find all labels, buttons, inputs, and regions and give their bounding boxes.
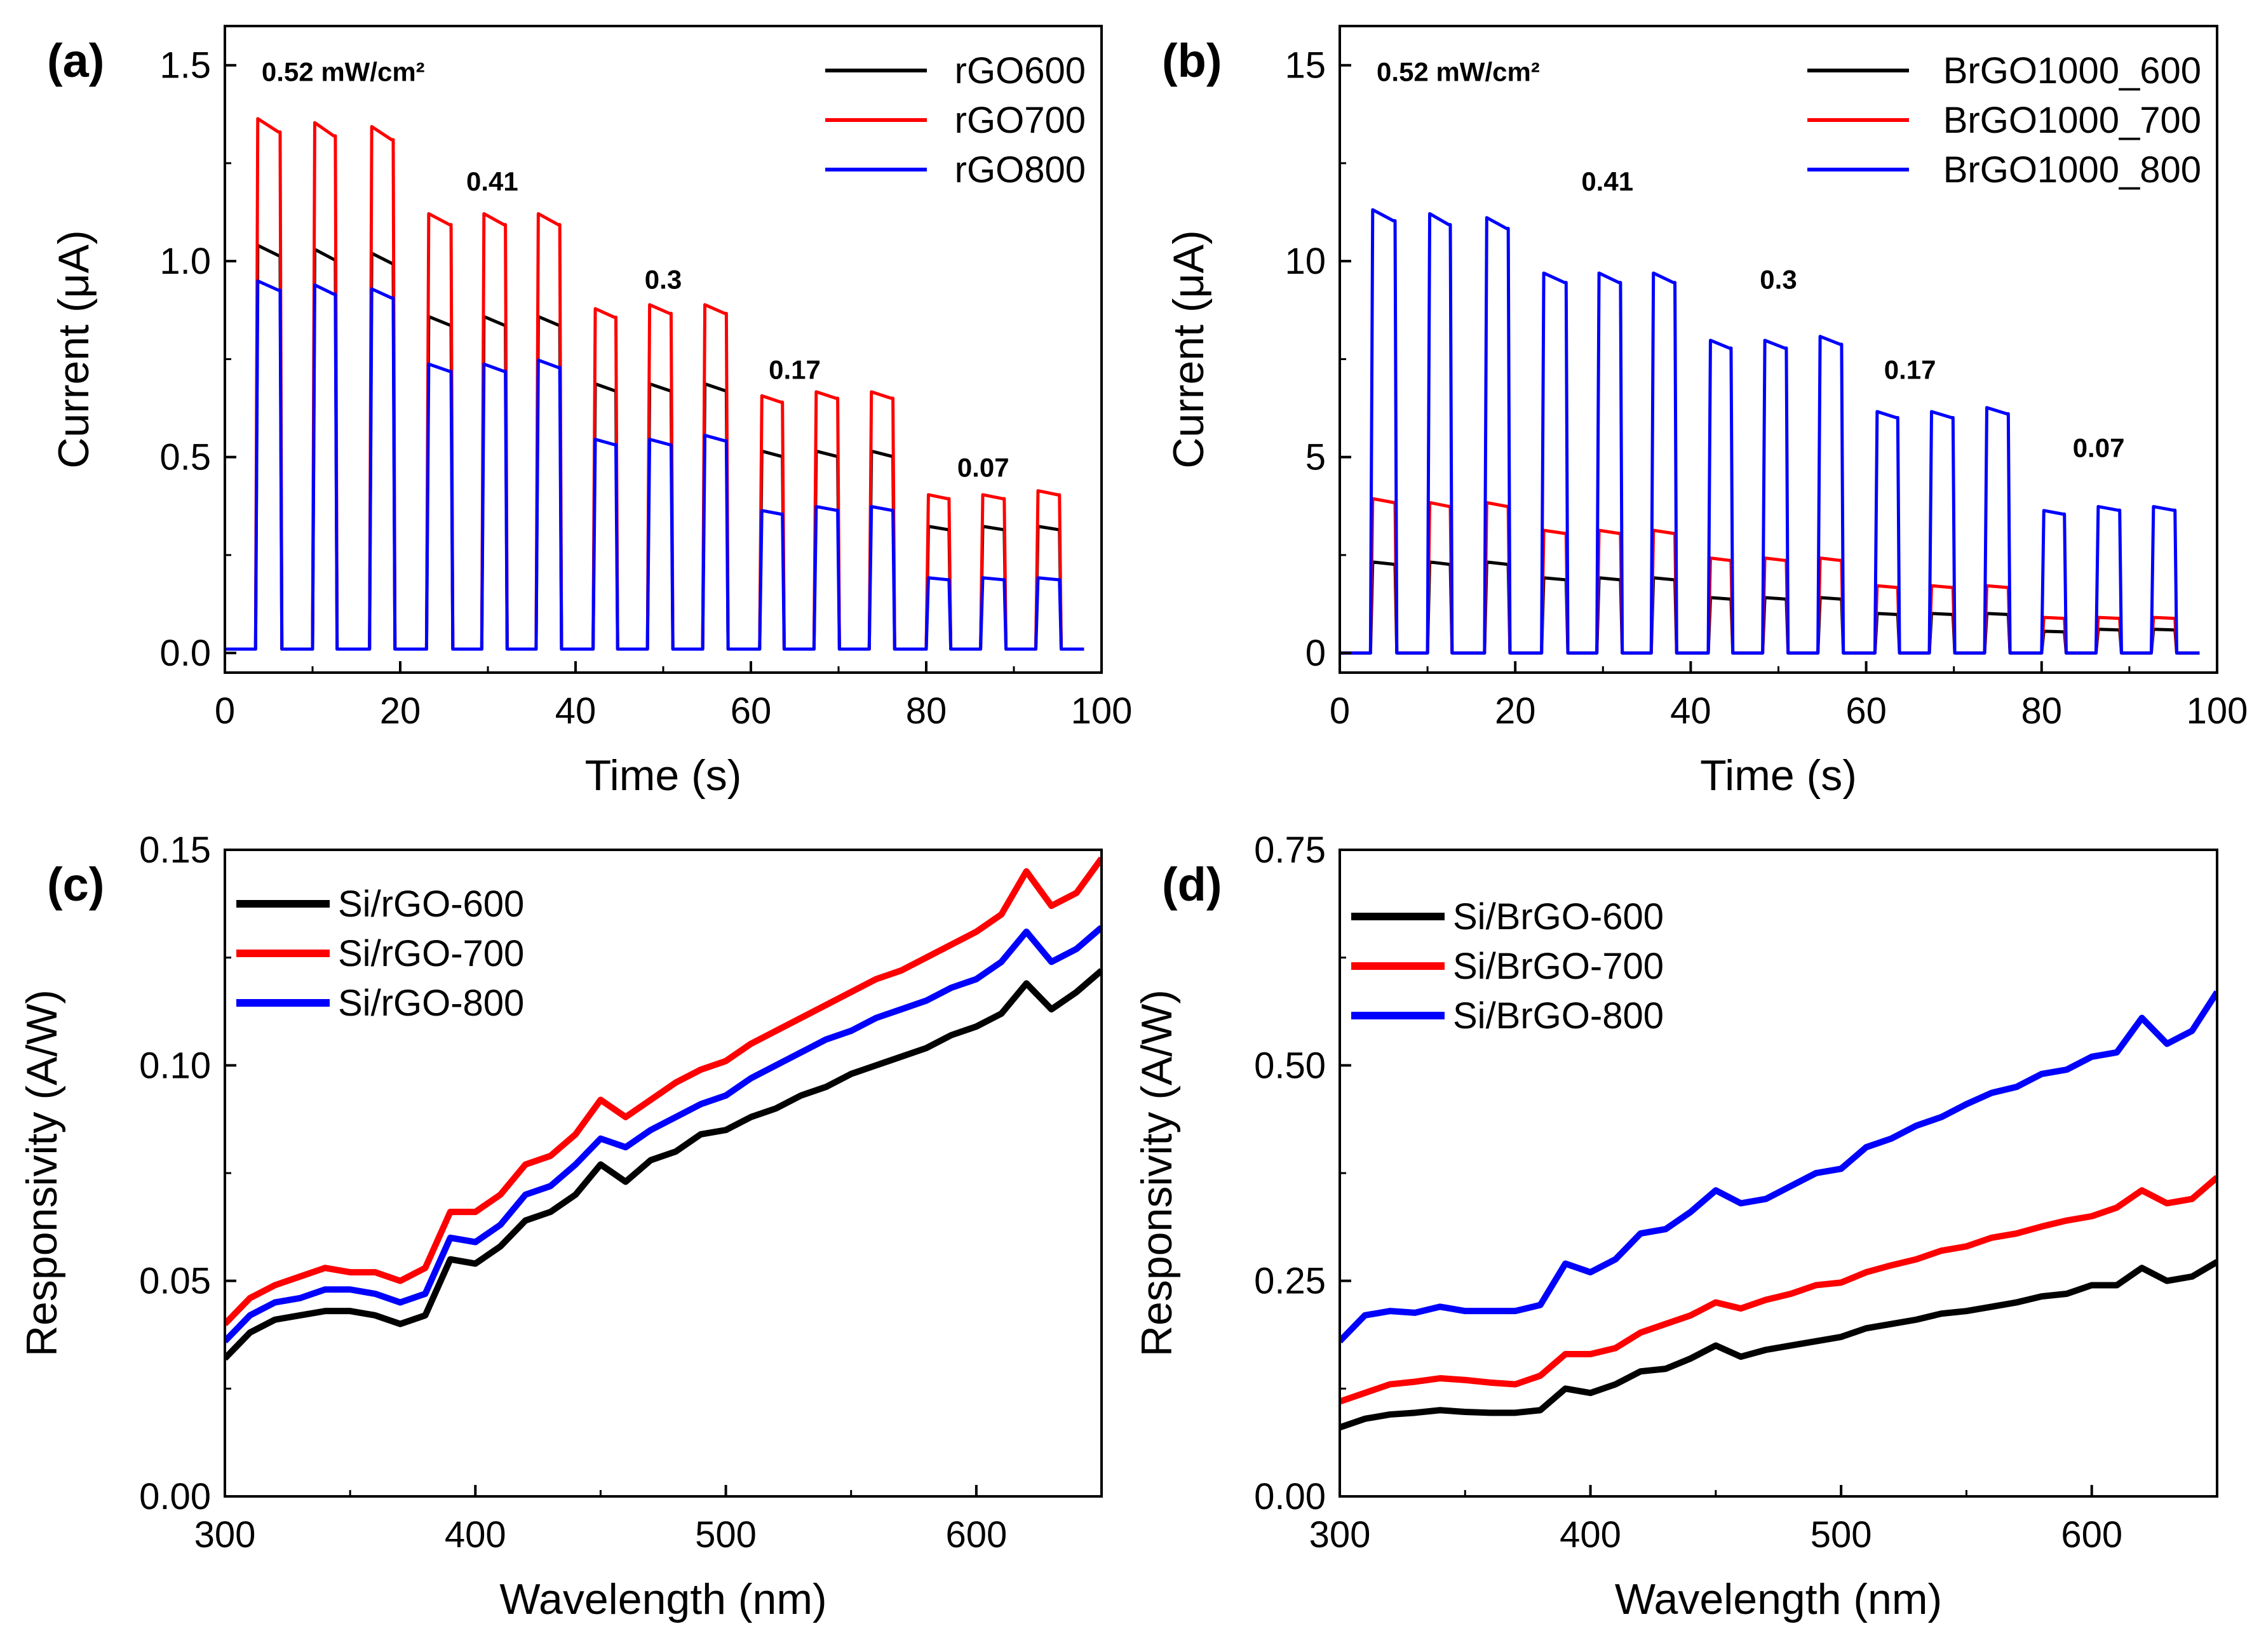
x-tick-label: 500 [1811,1514,1872,1555]
legend-label-1: Si/BrGO-700 [1453,946,1664,987]
y-axis-title: Responsivity (A/W) [18,990,66,1357]
x-tick-label: 400 [1560,1514,1621,1555]
series-line-1 [1340,497,2200,655]
x-tick-label: 20 [1495,690,1536,732]
x-tick-label: 60 [731,690,772,732]
series-line-0 [1340,560,2200,655]
series-line-1 [225,117,1084,651]
legend-label-0: rGO600 [955,50,1086,91]
x-tick-label: 40 [1670,690,1711,732]
intensity-annotation: 0.3 [1760,264,1797,294]
y-tick-label: 0.25 [1254,1261,1326,1302]
y-tick-label: 0.0 [159,633,211,674]
intensity-annotation: 0.52 mW/cm² [1377,57,1540,86]
x-tick-label: 300 [1309,1514,1371,1555]
series-line-2 [225,925,1102,1344]
x-tick-label: 500 [695,1514,757,1555]
series-line-1 [1340,1174,2217,1405]
x-tick-label: 80 [2021,690,2063,732]
y-axis-title: Current (μA) [50,230,98,468]
panel-a: rGO600 rGO700 rGO800 0 20 40 60 80 100 0.0 0.5 1.0 1… [47,25,1133,800]
y-tick-label: 0.00 [139,1476,211,1517]
intensity-annotation: 0.07 [2073,433,2125,463]
y-tick-label: 0.00 [1254,1476,1326,1517]
legend-label-2: Si/rGO-800 [338,983,524,1024]
panel-label: (c) [47,858,104,911]
panel-label: (a) [47,34,104,87]
series-line-2 [225,279,1084,651]
series-line-2 [1340,990,2217,1344]
legend-label-0: BrGO1000_600 [1943,50,2201,91]
y-tick-label: 1.5 [159,45,211,86]
panel-b: BrGO1000_600 BrGO1000_700 BrGO1000_800 0 20 4… [1162,25,2248,800]
legend-label-1: Si/rGO-700 [338,933,524,974]
y-tick-label: 0.75 [1254,829,1326,871]
x-axis-title: Time (s) [585,751,742,800]
panel-c: Si/rGO-600 Si/rGO-700 Si/rGO-800 300 400 500 6… [18,829,1103,1623]
x-tick-label: 100 [2187,690,2248,732]
y-tick-label: 0.05 [139,1261,211,1302]
x-axis-title: Time (s) [1700,751,1857,800]
x-tick-label: 600 [2061,1514,2122,1555]
x-axis-title: Wavelength (nm) [499,1575,826,1623]
panel-d: Si/BrGO-600 Si/BrGO-700 Si/BrGO-800 300 400 5… [1133,829,2218,1623]
x-tick-label: 60 [1845,690,1887,732]
y-tick-label: 0.50 [1254,1045,1326,1086]
series-group [225,856,1102,1361]
series-group [225,117,1084,651]
x-tick-label: 600 [945,1514,1007,1555]
legend-label-2: BrGO1000_800 [1943,149,2201,191]
x-tick-label: 400 [445,1514,506,1555]
y-axis-title: Responsivity (A/W) [1133,990,1181,1357]
legend-label-2: Si/BrGO-800 [1453,995,1664,1037]
panel-label: (d) [1162,858,1222,911]
x-tick-label: 300 [194,1514,256,1555]
x-tick-label: 20 [380,690,421,732]
legend-label-2: rGO800 [955,149,1086,191]
y-tick-label: 1.0 [159,241,211,282]
intensity-annotation: 0.52 mW/cm² [262,57,425,86]
y-tick-label: 0.15 [139,829,211,871]
series-line-0 [225,968,1102,1361]
panel-label: (b) [1162,34,1222,87]
y-tick-label: 0.10 [139,1045,211,1086]
x-tick-label: 0 [215,690,235,732]
y-tick-label: 5 [1305,437,1326,478]
y-tick-label: 0.5 [159,437,211,478]
intensity-annotation: 0.17 [1884,354,1936,384]
x-tick-label: 0 [1330,690,1350,732]
y-tick-label: 10 [1285,241,1326,282]
y-tick-label: 0 [1305,633,1326,674]
legend-label-1: BrGO1000_700 [1943,100,2201,141]
x-tick-label: 100 [1071,690,1133,732]
x-axis-title: Wavelength (nm) [1615,1575,1942,1623]
series-group [1340,208,2200,655]
intensity-annotation: 0.3 [645,264,682,294]
legend-label-0: Si/BrGO-600 [1453,896,1664,937]
intensity-annotation: 0.41 [1581,166,1633,196]
series-group [1340,990,2217,1431]
legend-label-1: rGO700 [955,100,1086,141]
y-axis-title: Current (μA) [1164,230,1213,468]
legend-label-0: Si/rGO-600 [338,883,524,925]
intensity-annotation: 0.41 [466,166,518,196]
x-tick-label: 80 [906,690,947,732]
series-line-2 [1340,208,2200,655]
y-tick-label: 15 [1285,45,1326,86]
series-line-0 [1340,1259,2217,1431]
series-line-1 [225,856,1102,1327]
intensity-annotation: 0.07 [957,453,1009,483]
intensity-annotation: 0.17 [769,354,821,384]
x-tick-label: 40 [555,690,597,732]
